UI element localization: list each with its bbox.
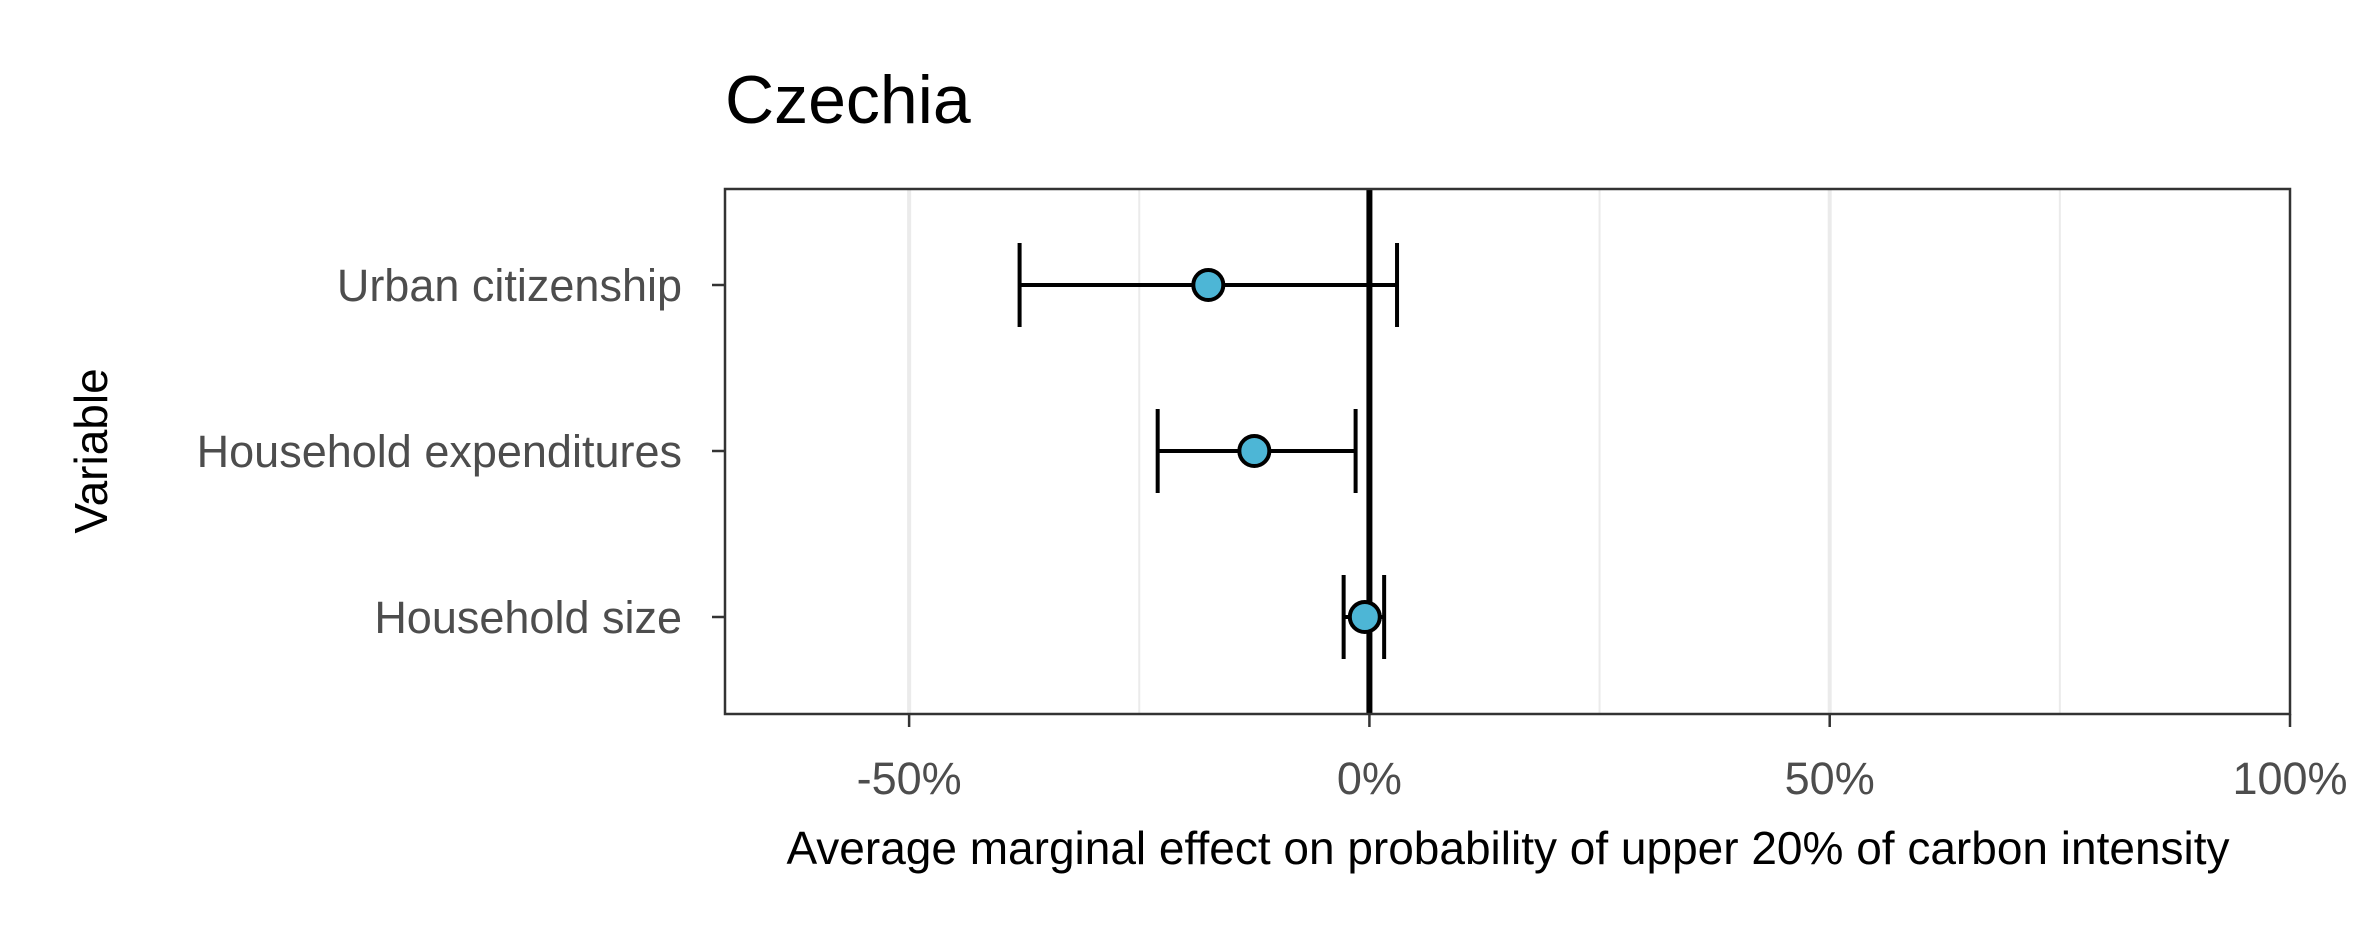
x-tick-label: -50% <box>857 753 962 804</box>
x-axis-title: Average marginal effect on probability o… <box>786 822 2229 874</box>
x-tick-label: 0% <box>1337 753 1402 804</box>
data-point <box>1347 600 1382 634</box>
x-tick-label: 100% <box>2232 753 2347 804</box>
marks-layer <box>1017 243 1400 659</box>
errorbar-group <box>1155 409 1358 493</box>
data-point <box>1191 268 1226 302</box>
y-axis-title: Variable <box>65 368 117 533</box>
y-tick-label: Urban citizenship <box>337 260 682 311</box>
y-axis: Urban citizenship Household expenditures H… <box>197 260 725 643</box>
panel-border <box>723 187 2292 716</box>
y-tick-label: Household size <box>374 592 682 643</box>
chart-title: Czechia <box>725 62 971 138</box>
errorbar-group <box>1341 575 1387 659</box>
grid-layer <box>907 189 2061 714</box>
data-point <box>1237 434 1272 468</box>
y-tick-label: Household expenditures <box>197 426 682 477</box>
x-axis: -50% 0% 50% 100% <box>857 714 2348 804</box>
x-tick-label: 50% <box>1785 753 1875 804</box>
errorbar-group <box>1017 243 1400 327</box>
